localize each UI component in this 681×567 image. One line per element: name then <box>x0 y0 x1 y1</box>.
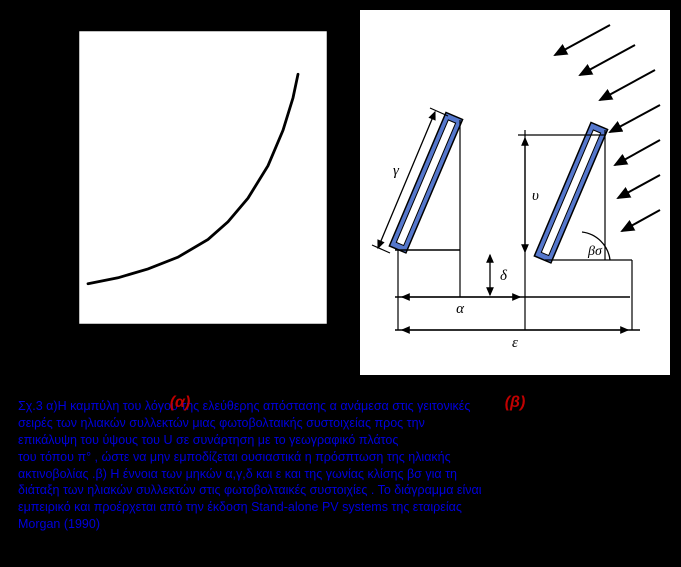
chart-panel: 0 1 2 3 4 5 0° 10° 20° 30° <box>10 10 350 390</box>
y-ticks: 0 1 2 3 4 5 <box>59 23 79 333</box>
ytick-5: 5 <box>59 23 66 38</box>
xtick-4: 40° <box>269 334 287 348</box>
diagram-svg: γ υ δ α ε <box>360 10 670 390</box>
label-alpha: α <box>456 301 465 317</box>
chart-svg: 0 1 2 3 4 5 0° 10° 20° 30° <box>10 10 350 390</box>
ylabel: α / υ <box>24 166 40 193</box>
caption-l6: διάταξη των ηλιακών συλλεκτών στις φωτοβ… <box>18 483 482 497</box>
ytick-0: 0 <box>59 318 66 333</box>
diagram-bg <box>360 10 670 375</box>
caption-l3: επικάλυψη του ύψους του U σε συνάρτηση μ… <box>18 433 398 447</box>
xtick-0: 0° <box>73 334 84 348</box>
plot-frame <box>78 30 328 325</box>
caption-l8: Morgan (1990) <box>18 517 100 531</box>
panel-label-right: (β) <box>360 394 670 412</box>
diagram-panel: γ υ δ α ε <box>360 10 670 390</box>
panel-label-left: (α) <box>10 394 350 412</box>
xlabel: π° <box>188 357 202 373</box>
xtick-3: 30° <box>219 334 237 348</box>
figure-row: 0 1 2 3 4 5 0° 10° 20° 30° <box>0 0 681 390</box>
label-beta: βσ <box>587 244 603 259</box>
label-upsilon: υ <box>532 188 539 204</box>
ytick-4: 4 <box>59 82 66 97</box>
label-delta: δ <box>500 268 508 284</box>
label-epsilon: ε <box>512 335 518 351</box>
caption-l2: σειρές των ηλιακών συλλεκτών μιας φωτοβο… <box>18 416 425 430</box>
ytick-1: 1 <box>59 259 66 274</box>
caption-l5: ακτινοβολίας .β) Η έννοια των μηκών α,γ,… <box>18 467 457 481</box>
xtick-2: 20° <box>169 334 187 348</box>
caption-l4: του τόπου π° , ώστε να μην εμποδίζεται ο… <box>18 450 451 464</box>
x-ticks: 0° 10° 20° 30° 40° 50° <box>73 325 337 348</box>
ytick-2: 2 <box>59 200 66 215</box>
ytick-3: 3 <box>59 141 66 156</box>
xtick-1: 10° <box>120 334 137 348</box>
xtick-5: 50° <box>320 334 337 348</box>
caption-l7: εμπειρικό και προέρχεται από την έκδοση … <box>18 500 462 514</box>
